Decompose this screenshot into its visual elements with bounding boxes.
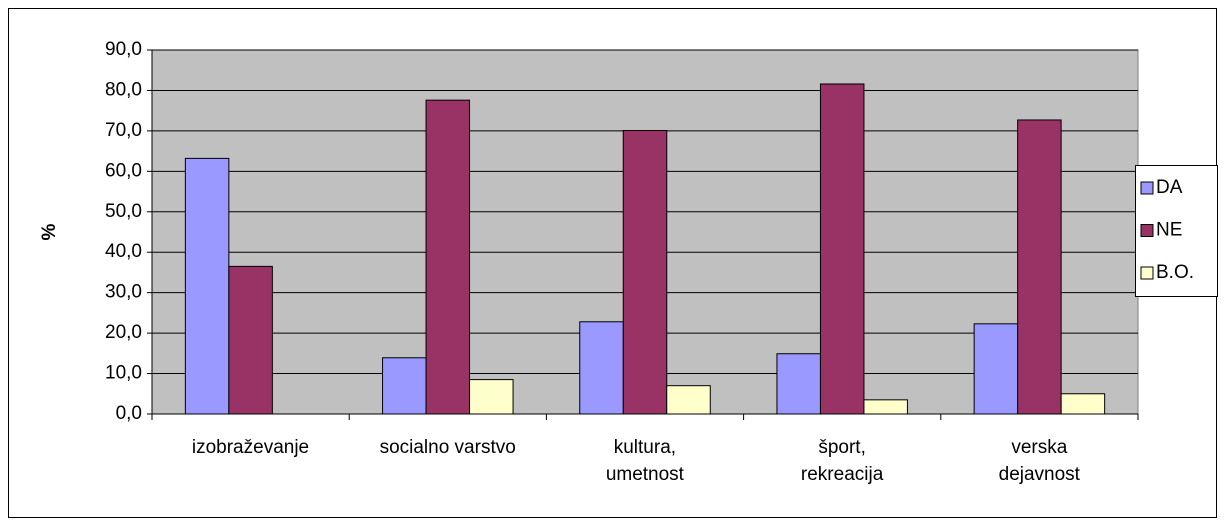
bar: [863, 399, 908, 415]
y-tick-label: 50,0: [105, 201, 142, 222]
bar: [622, 129, 668, 415]
legend-swatch: [1140, 224, 1154, 237]
y-tick-label: 90,0: [105, 39, 142, 60]
legend-label: DA: [1156, 177, 1183, 198]
y-tick-label: 20,0: [105, 322, 142, 343]
y-tick-label: 60,0: [105, 160, 142, 181]
bar: [1017, 119, 1062, 415]
bar: [579, 321, 624, 415]
x-tick-label: šport, rekreacija: [800, 437, 884, 485]
bar: [666, 385, 711, 415]
y-axis-label: %: [39, 223, 60, 240]
bar: [469, 379, 514, 415]
bar: [1060, 393, 1106, 415]
bar: [184, 157, 230, 415]
y-tick-label: 40,0: [105, 241, 142, 262]
y-tick-label: 30,0: [105, 282, 142, 303]
bar: [776, 353, 821, 415]
x-tick-label: verska dejavnost: [998, 437, 1080, 485]
y-tick-label: 70,0: [105, 120, 142, 141]
x-tick-label: kultura, umetnost: [605, 437, 684, 485]
y-tick-label: 80,0: [105, 79, 142, 100]
x-tick-label: socialno varstvo: [379, 437, 516, 458]
bar: [425, 99, 471, 415]
bar: [819, 83, 865, 415]
bar: [973, 323, 1019, 415]
legend-swatch: [1140, 181, 1154, 195]
y-tick-label: 10,0: [105, 363, 142, 384]
bar: [382, 357, 427, 415]
legend-label: NE: [1156, 220, 1182, 241]
bar: [228, 265, 273, 415]
y-tick-label: 0,0: [116, 403, 142, 424]
legend-label: B.O.: [1156, 262, 1194, 283]
legend-swatch: [1140, 266, 1154, 280]
x-tick-label: izobraževanje: [191, 437, 310, 458]
